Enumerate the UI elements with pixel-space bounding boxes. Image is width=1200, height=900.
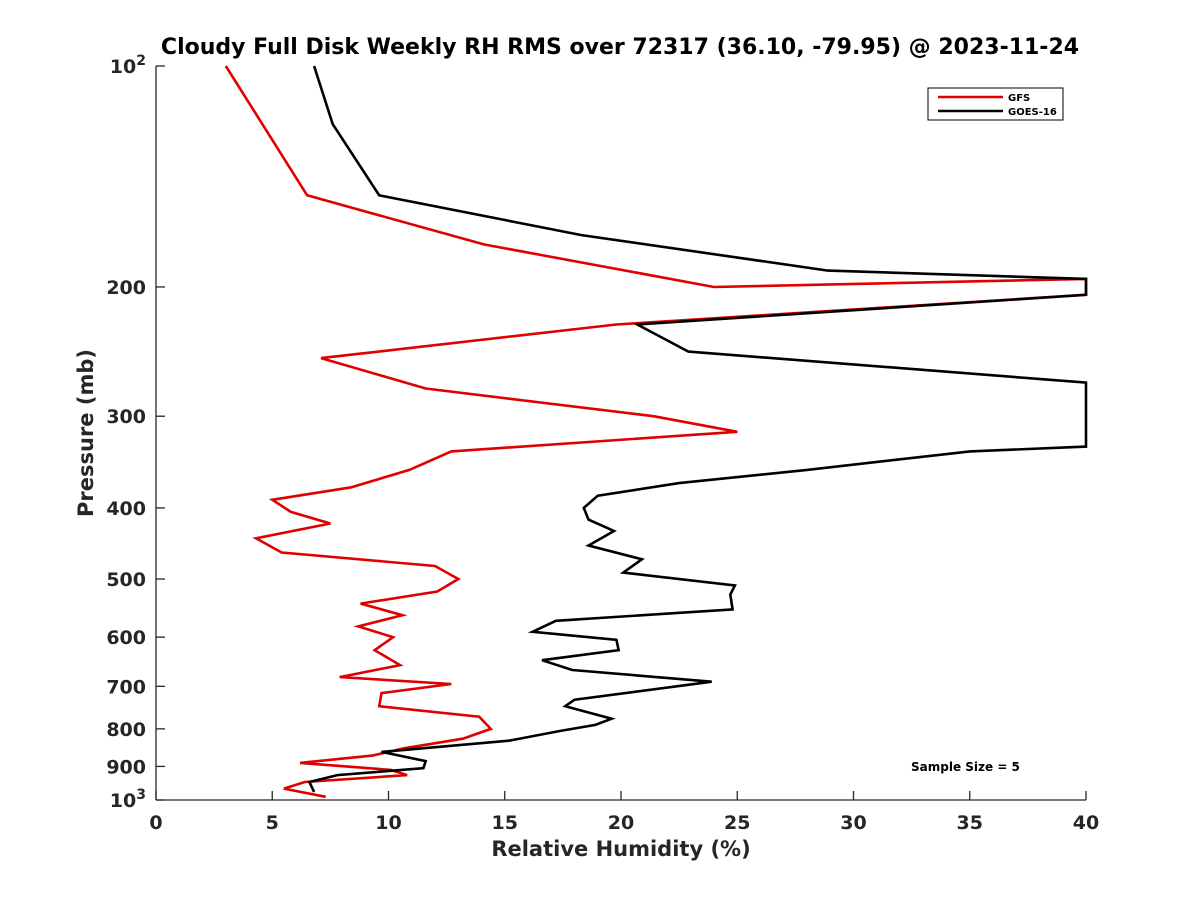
y-tick-label: 103 xyxy=(110,787,146,812)
series-line-gfs xyxy=(224,65,1088,799)
x-tick-label: 20 xyxy=(608,812,634,834)
x-tick-label: 5 xyxy=(266,812,279,834)
x-tick-label: 35 xyxy=(957,812,983,834)
y-ticks: 102 200 300 400 500 600 700 800 900 103 xyxy=(106,53,165,812)
sample-size-annotation: Sample Size = 5 xyxy=(911,760,1020,774)
legend-box xyxy=(927,87,1064,121)
x-tick-label: 40 xyxy=(1073,812,1099,834)
y-tick-label: 900 xyxy=(106,756,146,778)
x-axis-label: Relative Humidity (%) xyxy=(491,837,750,861)
y-tick-label: 400 xyxy=(106,498,146,520)
y-tick-label: 700 xyxy=(106,676,146,698)
y-tick-label: 500 xyxy=(106,569,146,591)
series-line-goes16 xyxy=(307,65,1088,793)
chart-title: Cloudy Full Disk Weekly RH RMS over 7231… xyxy=(161,35,1079,60)
legend-label-goes16: GOES-16 xyxy=(1008,107,1057,118)
x-tick-label: 30 xyxy=(840,812,866,834)
y-tick-label: 300 xyxy=(106,406,146,428)
plot-area: 0 5 10 15 20 25 30 35 40 102 200 300 400 500 600 700 80… xyxy=(106,53,1099,834)
y-tick-label: 200 xyxy=(106,277,146,299)
x-tick-label: 0 xyxy=(149,812,162,834)
y-axis-label: Pressure (mb) xyxy=(74,349,98,517)
x-tick-label: 25 xyxy=(724,812,750,834)
legend-label-gfs: GFS xyxy=(1008,93,1030,104)
y-tick-label: 800 xyxy=(106,719,146,741)
x-ticks: 0 5 10 15 20 25 30 35 40 xyxy=(149,791,1099,834)
legend: GFS GOES-16 xyxy=(927,87,1064,121)
y-tick-label: 102 xyxy=(110,53,146,78)
x-tick-label: 15 xyxy=(492,812,518,834)
series-lines xyxy=(224,65,1088,799)
x-tick-label: 10 xyxy=(375,812,401,834)
y-tick-label: 600 xyxy=(106,627,146,649)
